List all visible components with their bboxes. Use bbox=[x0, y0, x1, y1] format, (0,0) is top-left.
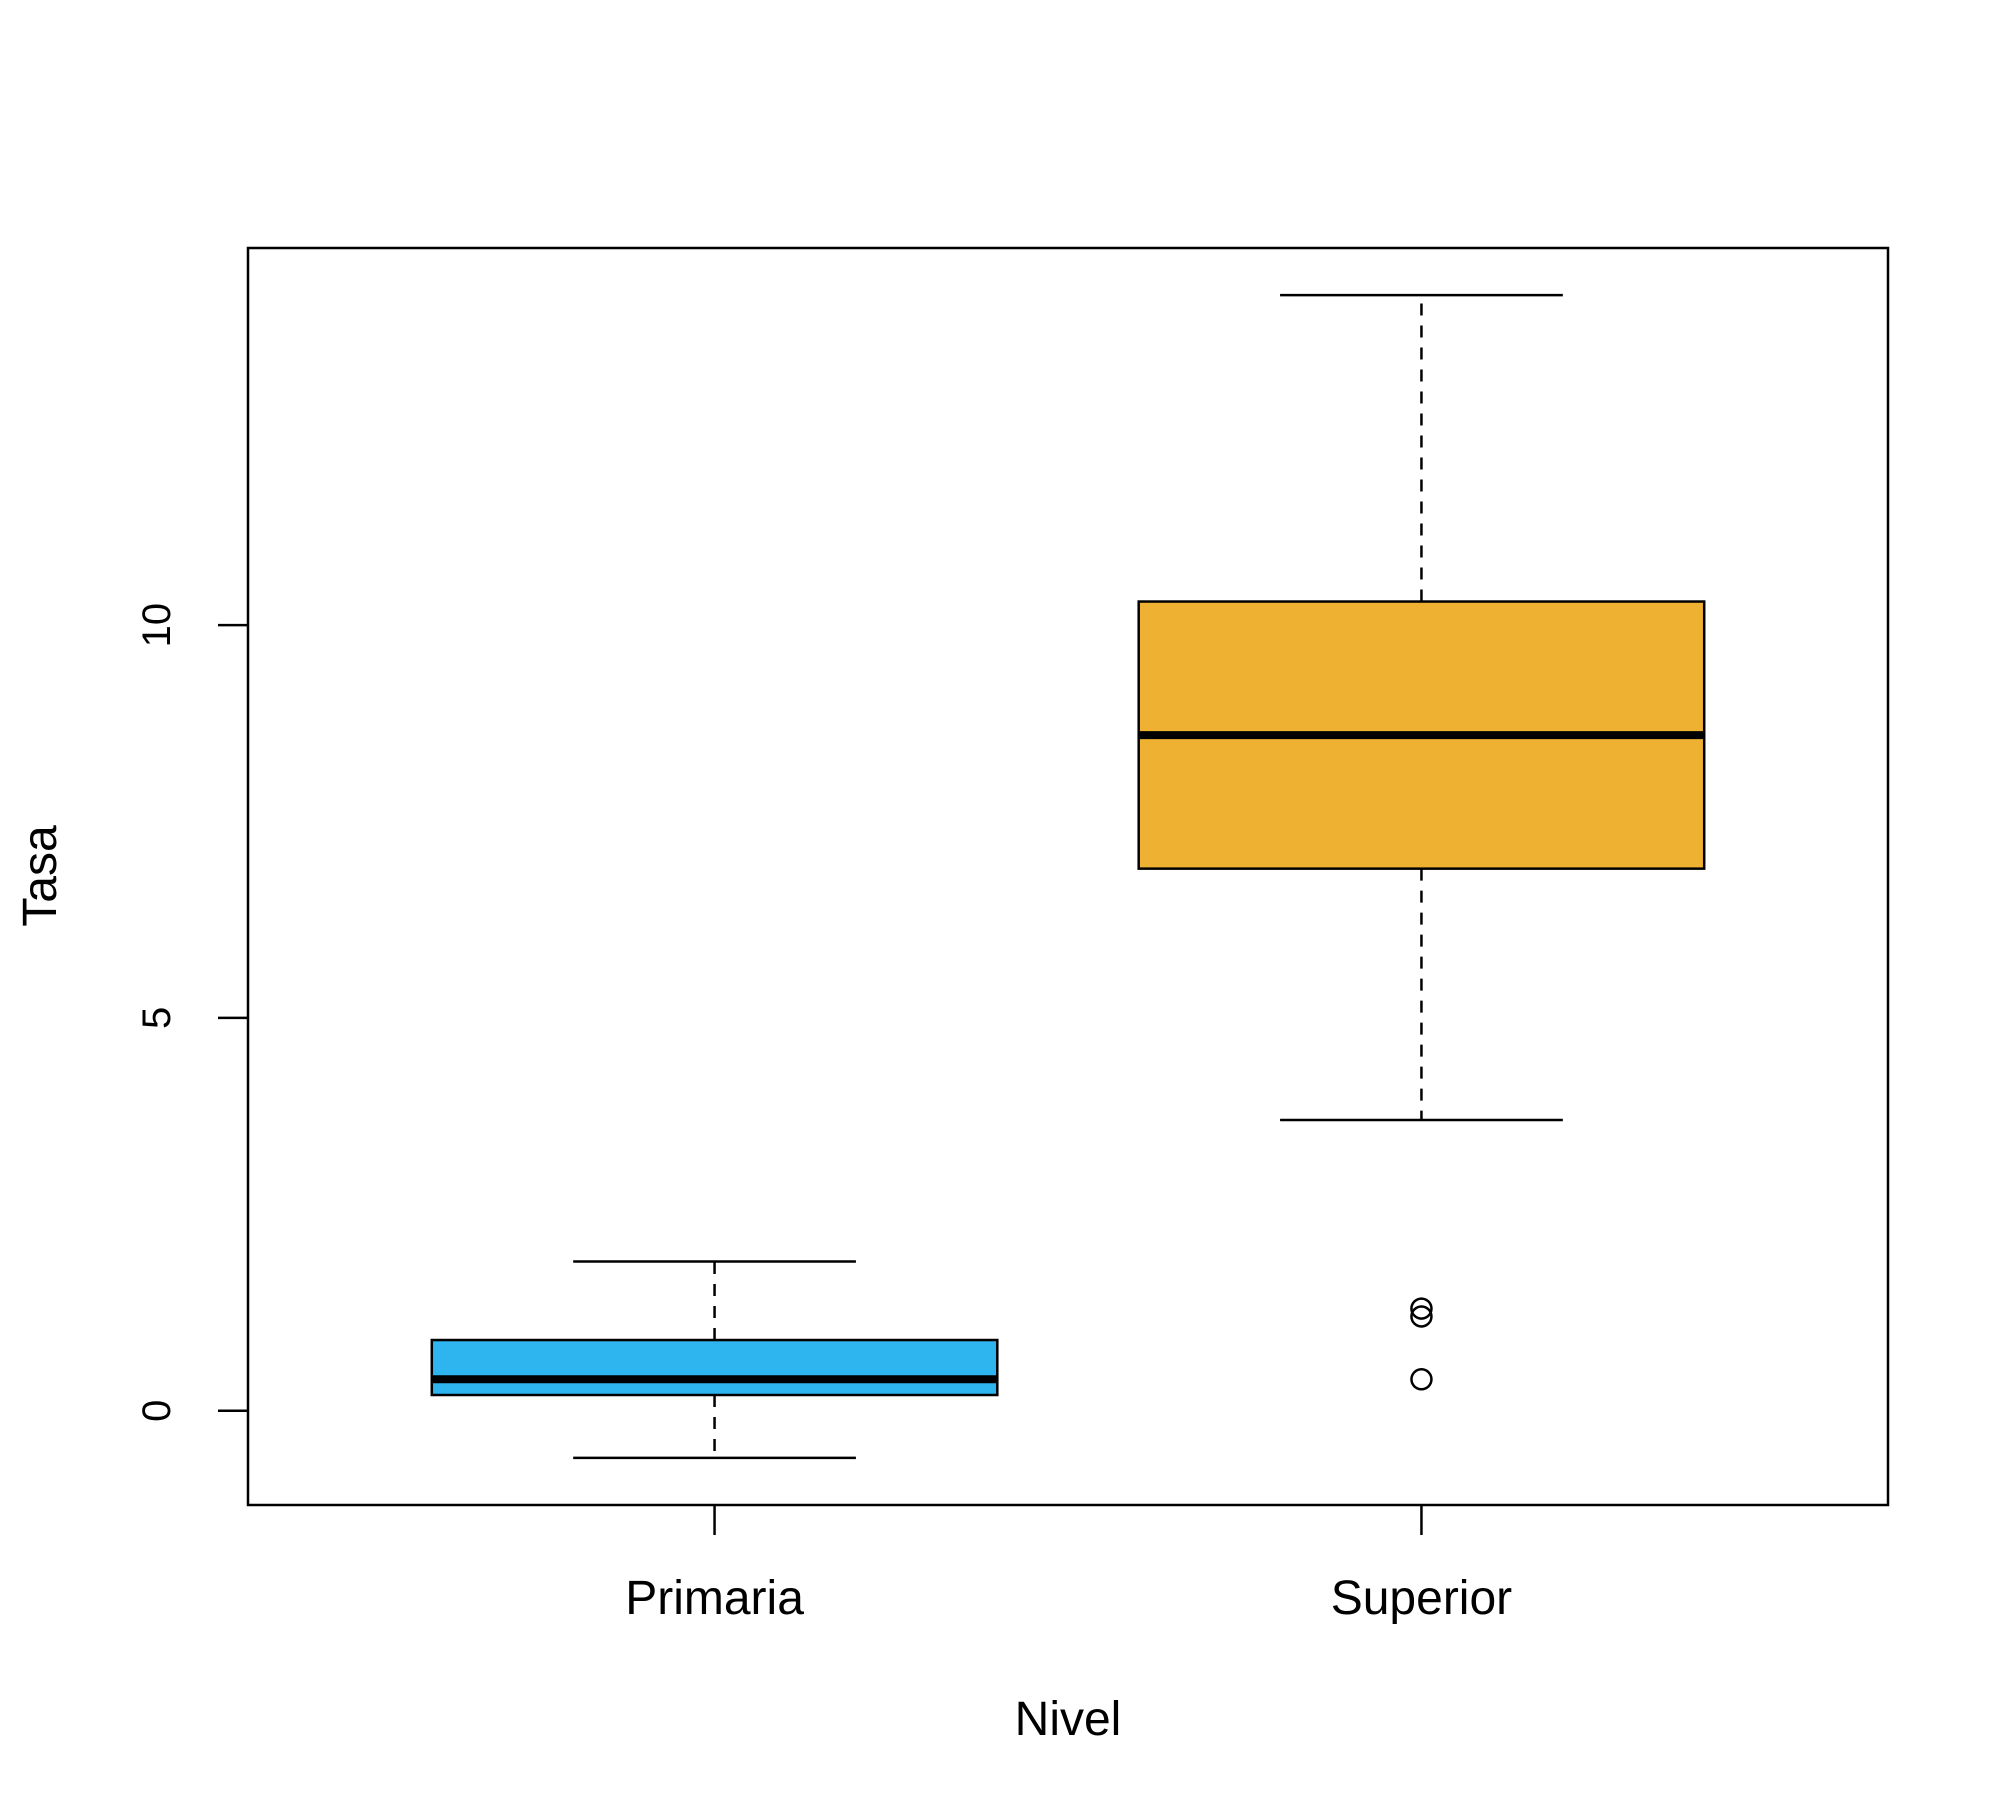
boxes-group bbox=[430, 293, 1706, 1460]
plot-frame bbox=[246, 246, 1890, 1507]
x-category-label: Primaria bbox=[625, 1572, 804, 1625]
box-primaria bbox=[430, 1260, 999, 1460]
y-axis: 0 5 10 bbox=[135, 603, 248, 1422]
y-axis-label: Tasa bbox=[14, 825, 67, 927]
y-tick-label: 10 bbox=[135, 603, 179, 648]
x-axis-label: Nivel bbox=[1015, 1693, 1122, 1746]
box-superior bbox=[1137, 293, 1706, 1391]
y-tick-label: 0 bbox=[135, 1400, 179, 1422]
y-tick-label: 5 bbox=[135, 1007, 179, 1029]
x-axis: Primaria Superior bbox=[625, 1505, 1512, 1625]
interquartile-box bbox=[430, 1338, 999, 1397]
outlier-point bbox=[1410, 1305, 1433, 1328]
x-category-label: Superior bbox=[1331, 1572, 1512, 1625]
outlier-point bbox=[1410, 1368, 1433, 1391]
outlier-point bbox=[1410, 1297, 1433, 1320]
